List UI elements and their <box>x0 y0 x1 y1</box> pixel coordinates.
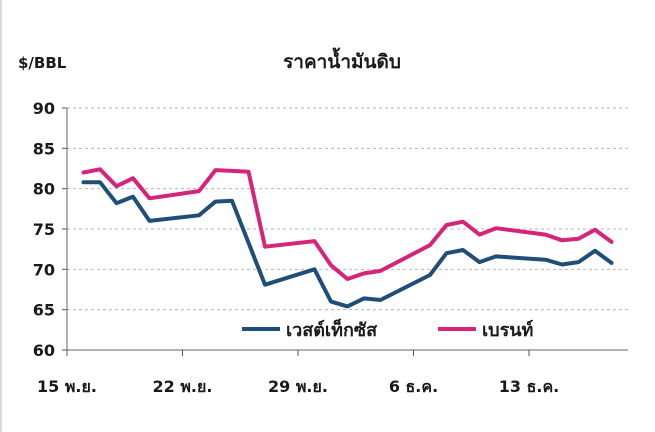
x-tick-label-3: 6 ธ.ค. <box>389 377 438 396</box>
y-tick-label-70: 70 <box>33 260 55 279</box>
legend-label-0: เวสต์เท็กซัส <box>286 318 378 341</box>
y-tick-label-60: 60 <box>33 341 55 360</box>
legend: เวสต์เท็กซัส เบรนท์ <box>242 318 533 341</box>
x-tick-label-4: 13 ธ.ค. <box>499 377 559 396</box>
y-tick-label-65: 65 <box>33 301 55 320</box>
x-tick-label-2: 29 พ.ย. <box>268 377 328 396</box>
series-line-1 <box>81 167 614 281</box>
y-tick-label-80: 80 <box>33 180 55 199</box>
x-tick-label-1: 22 พ.ย. <box>153 377 213 396</box>
series-lines <box>81 167 614 309</box>
axes: 90 85 80 75 70 65 60 15 พ.ย. 22 พ.ย. 29 พ.ย. 6 ธ.ค… <box>33 99 628 396</box>
chart-title: ราคาน้ำมันดิบ <box>283 47 401 73</box>
legend-label-1: เบรนท์ <box>482 319 533 341</box>
y-axis-unit-label: $/BBL <box>18 54 67 72</box>
y-tick-label-75: 75 <box>33 220 55 239</box>
y-tick-label-85: 85 <box>33 139 55 158</box>
x-tick-label-0: 15 พ.ย. <box>37 377 97 396</box>
y-tick-label-90: 90 <box>33 99 55 118</box>
series-line-0 <box>81 180 614 309</box>
